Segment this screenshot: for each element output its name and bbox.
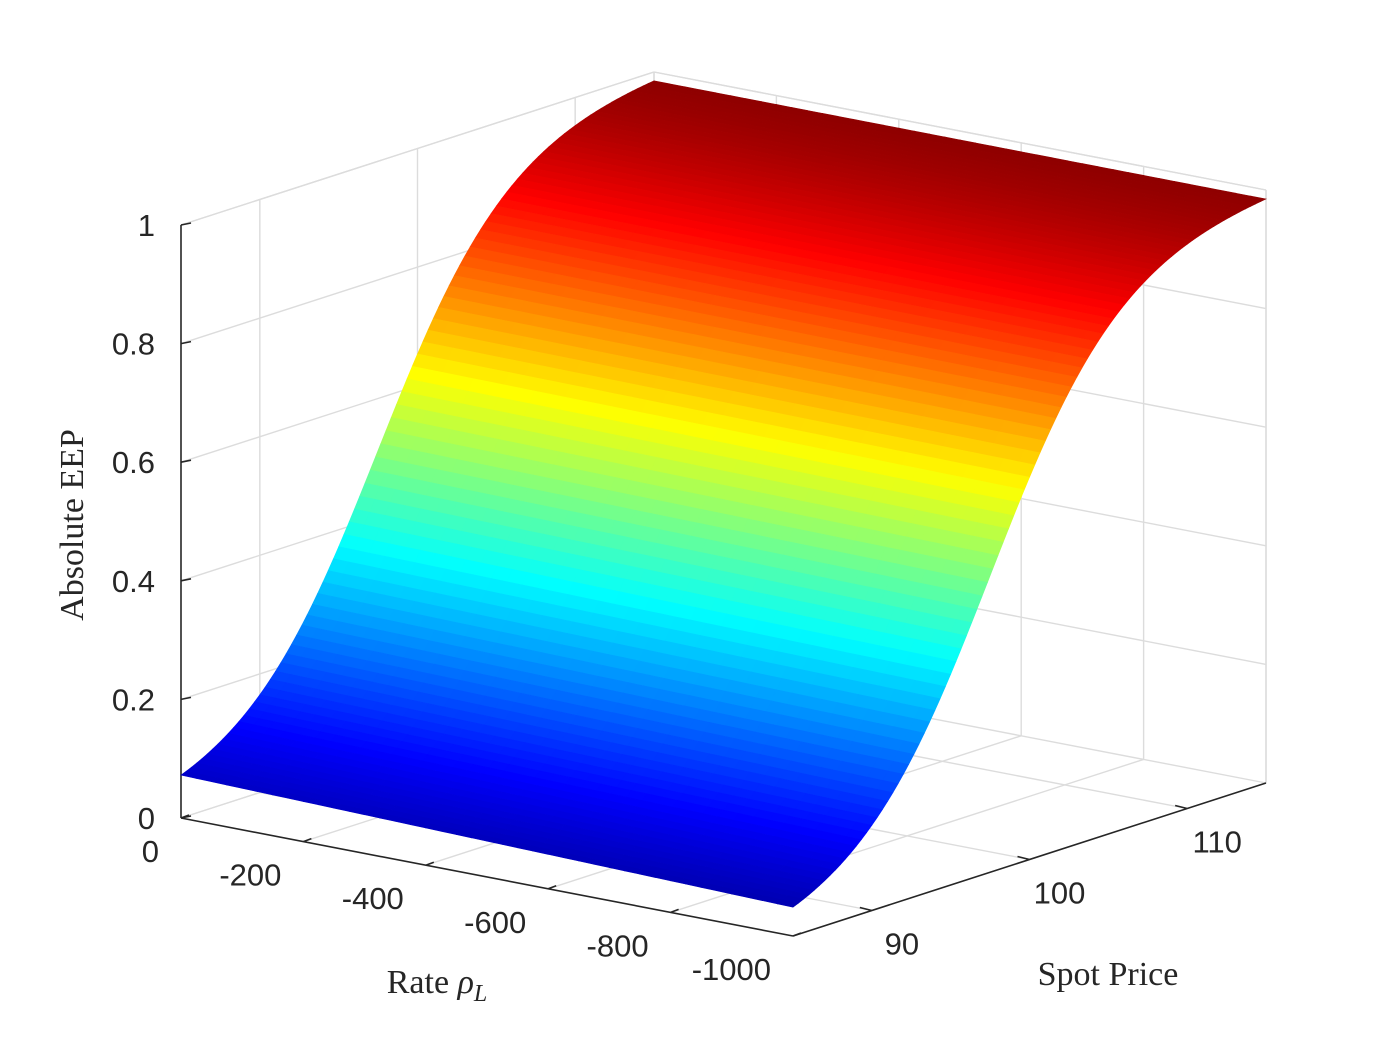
z-tick-label: 0.8 <box>112 327 155 362</box>
y-axis-label: Spot Price <box>1038 956 1179 993</box>
x-tick-label: -800 <box>587 928 649 963</box>
x-tick-label: -1000 <box>692 952 771 987</box>
z-axis-label: Absolute EEP <box>54 429 91 621</box>
tick-labels: 0 0.2 0.4 0.6 0.8 1 0 -200 -400 -600 -800 -1000 90 10… <box>112 208 1242 987</box>
z-tick-label: 0 <box>138 801 155 836</box>
x-tick-mark <box>425 861 435 866</box>
z-tick-label: 0.6 <box>112 445 155 480</box>
y-tick-label: 110 <box>1192 825 1241 860</box>
axes <box>180 222 1267 937</box>
surface-patch <box>776 899 799 908</box>
z-tick-mark <box>180 459 192 463</box>
y-tick-mark <box>859 906 873 912</box>
grid-line <box>180 71 655 226</box>
y-tick-mark <box>1017 855 1030 861</box>
x-tick-label: -200 <box>219 858 281 893</box>
z-tick-label: 1 <box>138 208 155 243</box>
y-tick-label: 100 <box>1034 876 1086 911</box>
y-tick-label: 90 <box>885 927 919 962</box>
z-tick-mark <box>180 340 192 345</box>
x-tick-label: 0 <box>142 834 159 869</box>
z-tick-mark <box>180 696 192 701</box>
x-tick-mark <box>180 814 190 819</box>
x-tick-mark <box>547 885 557 890</box>
surface <box>180 80 1267 908</box>
x-axis-label-text: Rate <box>387 964 458 1001</box>
z-tick-label: 0.4 <box>112 564 155 599</box>
z-tick-mark <box>180 222 192 226</box>
x-axis-label-symbol: ρ <box>457 964 474 1001</box>
x-tick-label: -400 <box>342 881 404 916</box>
x-axis-label-subscript: L <box>473 981 487 1007</box>
grid-line <box>653 71 1267 191</box>
z-tick-mark <box>180 578 192 582</box>
x-tick-mark <box>670 908 679 914</box>
z-tick-label: 0.2 <box>112 682 155 717</box>
y-tick-mark <box>1174 804 1188 810</box>
x-axis-label: Rate ρL <box>387 964 488 1007</box>
x-tick-mark <box>792 932 802 937</box>
x-axis-line <box>180 817 794 937</box>
x-tick-mark <box>303 837 312 843</box>
x-tick-label: -600 <box>464 905 526 940</box>
